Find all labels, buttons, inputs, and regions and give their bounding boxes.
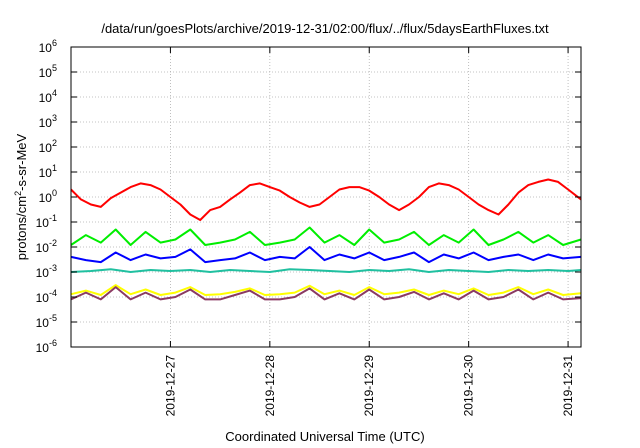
y-axis-label-base: protons/cm: [14, 196, 29, 260]
y-tick-exponent: -1: [49, 213, 57, 223]
series-line-3: [70, 246, 582, 264]
y-tick-label: 10-4: [36, 288, 57, 305]
x-tick-label: 2019-12-31: [561, 355, 575, 417]
y-tick-base: 10: [36, 216, 50, 230]
y-tick-label: 106: [39, 38, 57, 55]
y-tick-exponent: 6: [52, 38, 57, 48]
y-tick-exponent: -2: [49, 238, 57, 248]
y-axis-label-tail: -s-sr-MeV: [14, 133, 29, 190]
chart-title: /data/run/goesPlots/archive/2019-12-31/0…: [101, 21, 549, 36]
y-tick-label: 10-1: [36, 213, 57, 230]
series-line-1: [70, 178, 582, 221]
y-tick-base: 10: [36, 266, 50, 280]
series-line-5: [70, 284, 582, 296]
y-tick-label: 104: [39, 88, 57, 105]
y-tick-exponent: 1: [52, 163, 57, 173]
y-tick-label: 102: [39, 138, 57, 155]
y-tick-label: 101: [39, 163, 57, 180]
series-line-4: [70, 268, 582, 273]
y-tick-label: 100: [39, 188, 57, 205]
y-tick-exponent: -6: [49, 338, 57, 348]
y-tick-label: 10-5: [36, 313, 57, 330]
y-tick-base: 10: [36, 291, 50, 305]
y-tick-base: 10: [39, 116, 53, 130]
y-tick-exponent: -5: [49, 313, 57, 323]
y-tick-exponent: 2: [52, 138, 57, 148]
grid: [71, 47, 581, 347]
y-tick-base: 10: [36, 341, 50, 355]
y-tick-base: 10: [36, 316, 50, 330]
y-tick-label: 105: [39, 63, 57, 80]
x-axis: 2019-12-27 2019-12-28 2019-12-29 2019-12-30…: [163, 47, 575, 416]
y-tick-label: 10-3: [36, 263, 57, 280]
y-tick-base: 10: [39, 191, 53, 205]
y-tick-exponent: 0: [52, 188, 57, 198]
series-layer: [70, 178, 582, 301]
y-tick-label: 103: [39, 113, 57, 130]
y-tick-base: 10: [39, 166, 53, 180]
y-tick-base: 10: [39, 141, 53, 155]
y-axis-label-sup: 2: [13, 191, 23, 196]
y-tick-base: 10: [39, 91, 53, 105]
y-tick-exponent: 3: [52, 113, 57, 123]
x-tick-label: 2019-12-27: [163, 355, 177, 417]
y-tick-base: 10: [36, 241, 50, 255]
series-line-2: [70, 226, 582, 246]
y-tick-exponent: -3: [49, 263, 57, 273]
y-tick-base: 10: [39, 66, 53, 80]
y-tick-exponent: 5: [52, 63, 57, 73]
y-tick-base: 10: [39, 41, 53, 55]
y-axis-label: protons/cm2-s-sr-MeV: [13, 133, 29, 260]
y-axis: 10-610-510-410-310-210-11001011021031041…: [36, 38, 581, 355]
x-tick-label: 2019-12-28: [263, 355, 277, 417]
series-line-6: [70, 286, 582, 301]
x-axis-label: Coordinated Universal Time (UTC): [225, 429, 424, 444]
x-tick-label: 2019-12-29: [362, 355, 376, 417]
x-tick-label: 2019-12-30: [462, 355, 476, 417]
y-tick-exponent: 4: [52, 88, 57, 98]
y-tick-exponent: -4: [49, 288, 57, 298]
y-tick-label: 10-2: [36, 238, 57, 255]
y-tick-label: 10-6: [36, 338, 57, 355]
